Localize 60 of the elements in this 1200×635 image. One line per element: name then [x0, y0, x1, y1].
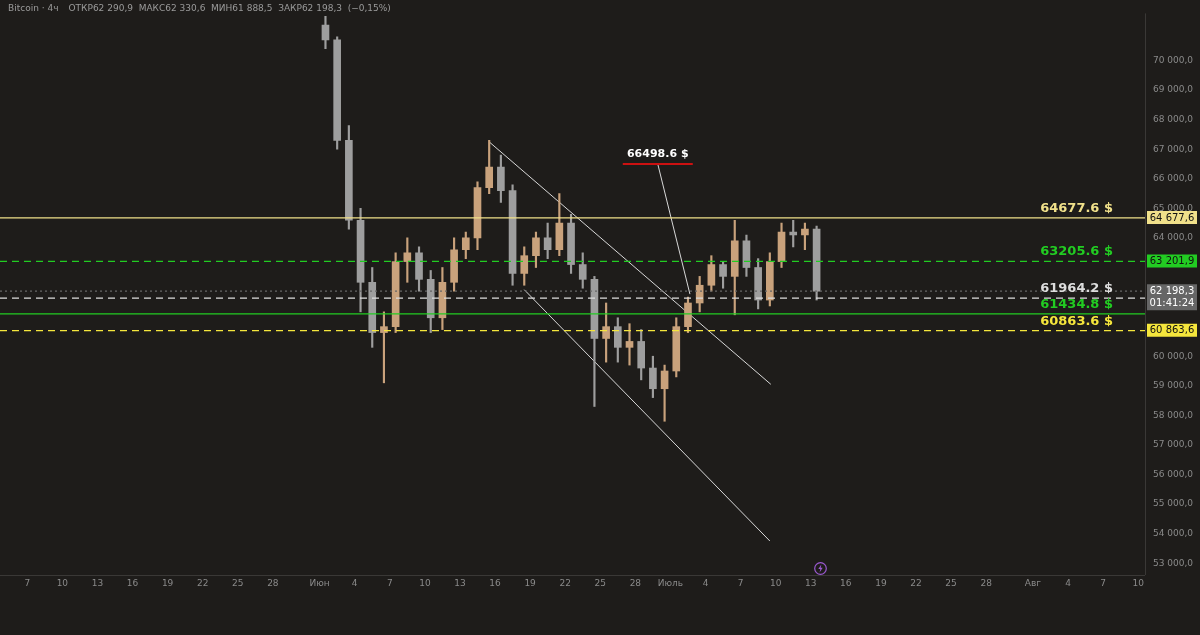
x-tick-label: 19	[875, 577, 887, 588]
y-tick-label: 56 000,0	[1153, 468, 1194, 479]
y-tick-label: 58 000,0	[1153, 409, 1194, 420]
x-tick-label: 16	[489, 577, 502, 588]
x-tick-label: 28	[980, 577, 993, 588]
annotation: 66498.6 $	[626, 147, 689, 161]
y-tick-label: 67 000,0	[1153, 143, 1194, 154]
y-tick-label: 53 000,0	[1153, 557, 1194, 568]
y-tick-label: 57 000,0	[1153, 439, 1194, 450]
x-tick-label: 10	[56, 577, 69, 588]
y-tick-label: 54 000,0	[1153, 527, 1194, 538]
x-tick-label: 4	[702, 577, 709, 588]
y-tick-label: 68 000,0	[1153, 114, 1194, 125]
y-tick-label: 64 000,0	[1153, 232, 1194, 243]
y-tick-label: 69 000,0	[1153, 84, 1194, 95]
text: 62 198,3 01:41:24	[1149, 284, 1195, 308]
y-tick-label: 65 000,0	[1153, 202, 1194, 213]
ref-line-label: 61434.8 $	[1040, 295, 1113, 311]
x-tick-label: 22	[910, 577, 922, 588]
chart-subtitle: ОТКР62 290,9 МАКС62 330,6 МИН61 888,5 ЗАКР62 198,3 (−0,15%)	[68, 3, 391, 14]
x-tick-label: 7	[24, 577, 31, 588]
y-tick-label: 70 000,0	[1153, 54, 1194, 65]
x-tick-label: 10	[1132, 577, 1145, 588]
x-tick-label: 10	[769, 577, 782, 588]
x-tick-label: 7	[737, 577, 744, 588]
x-tick-label: 19	[161, 577, 174, 588]
x-tick-label: 16	[840, 577, 852, 588]
ref-line-label: 64677.6 $	[1040, 199, 1113, 215]
x-tick-label: 4	[1065, 577, 1072, 588]
x-tick-label: 7	[1100, 577, 1106, 588]
chart-title: Bitcoin · 4ч	[8, 3, 59, 14]
x-tick-label: Июль	[657, 577, 684, 588]
y-tick-label: 60 000,0	[1153, 350, 1194, 361]
x-tick-label: 13	[91, 577, 104, 588]
x-tick-label: Авг	[1024, 577, 1042, 588]
x-tick-label: 10	[419, 577, 431, 588]
x-tick-label: Июн	[309, 577, 330, 588]
x-tick-label: 13	[454, 577, 466, 588]
x-tick-label: 28	[629, 577, 642, 588]
x-tick-label: 19	[524, 577, 537, 588]
x-tick-label: 25	[232, 577, 244, 588]
x-tick-label: 25	[594, 577, 606, 588]
text: 60 863,6	[1149, 324, 1195, 336]
y-tick-label: 55 000,0	[1153, 498, 1194, 509]
x-tick-label: 13	[805, 577, 817, 588]
ref-line-label: 63205.6 $	[1040, 243, 1113, 259]
x-tick-label: 28	[267, 577, 279, 588]
x-tick-label: 22	[559, 577, 571, 588]
x-tick-label: 16	[126, 577, 139, 588]
text: 64 677,6	[1149, 211, 1195, 223]
x-tick-label: 25	[945, 577, 957, 588]
ref-line-label: 61964.2 $	[1040, 280, 1113, 296]
y-tick-label: 66 000,0	[1153, 173, 1194, 184]
x-tick-label: 22	[196, 577, 209, 588]
candlestick	[625, 323, 634, 366]
x-tick-label: 4	[351, 577, 358, 588]
x-tick-label: 7	[386, 577, 393, 588]
ref-line-label: 60863.6 $	[1040, 312, 1113, 328]
text: 63 201,9	[1149, 255, 1195, 267]
y-tick-label: 59 000,0	[1153, 380, 1194, 391]
